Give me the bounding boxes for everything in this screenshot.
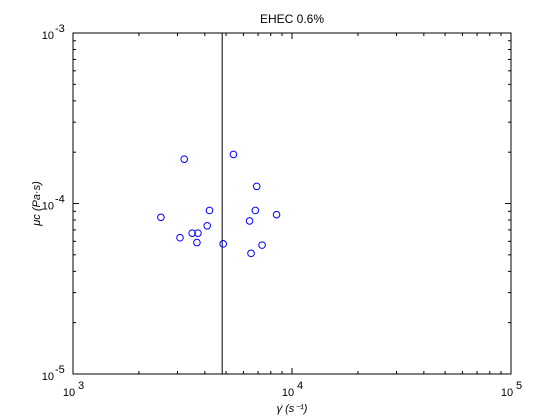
data-point [247, 249, 255, 258]
data-point [272, 210, 281, 219]
data-point [205, 206, 214, 215]
y-tick-exponent: -4 [55, 194, 65, 206]
y-axis-label: μc (Pa·s) [31, 181, 43, 227]
major-ticks [72, 32, 512, 375]
y-tick-label: 10 [42, 371, 54, 383]
x-tick-label: 10 [501, 387, 513, 399]
y-tick-exponent: -5 [55, 364, 65, 376]
y-tick-labels: 10-510-410-3 [42, 23, 65, 383]
data-point [251, 206, 260, 215]
data-point [180, 155, 189, 163]
chart-title: EHEC 0.6% [260, 12, 324, 26]
y-tick-label: 10 [42, 30, 54, 42]
data-point [229, 150, 238, 159]
minor-ticks [73, 33, 511, 374]
x-axis-label: γ̇ (s⁻¹) [277, 403, 308, 415]
data-point [193, 238, 201, 247]
x-tick-exponent: 4 [297, 380, 303, 392]
data-point [188, 229, 196, 237]
data-points [157, 150, 281, 258]
data-point [194, 229, 202, 237]
data-point [176, 233, 184, 242]
data-point [258, 241, 266, 249]
data-point [157, 213, 165, 222]
x-tick-exponent: 3 [78, 380, 84, 392]
x-tick-label: 10 [63, 387, 75, 399]
y-tick-label: 10 [42, 201, 54, 213]
plot-area [72, 32, 512, 375]
data-point [245, 217, 254, 225]
data-point [203, 221, 211, 230]
data-point [252, 182, 261, 191]
x-tick-label: 10 [282, 387, 294, 399]
x-tick-exponent: 5 [516, 380, 522, 392]
data-point [219, 240, 227, 248]
y-tick-exponent: -3 [55, 23, 65, 35]
